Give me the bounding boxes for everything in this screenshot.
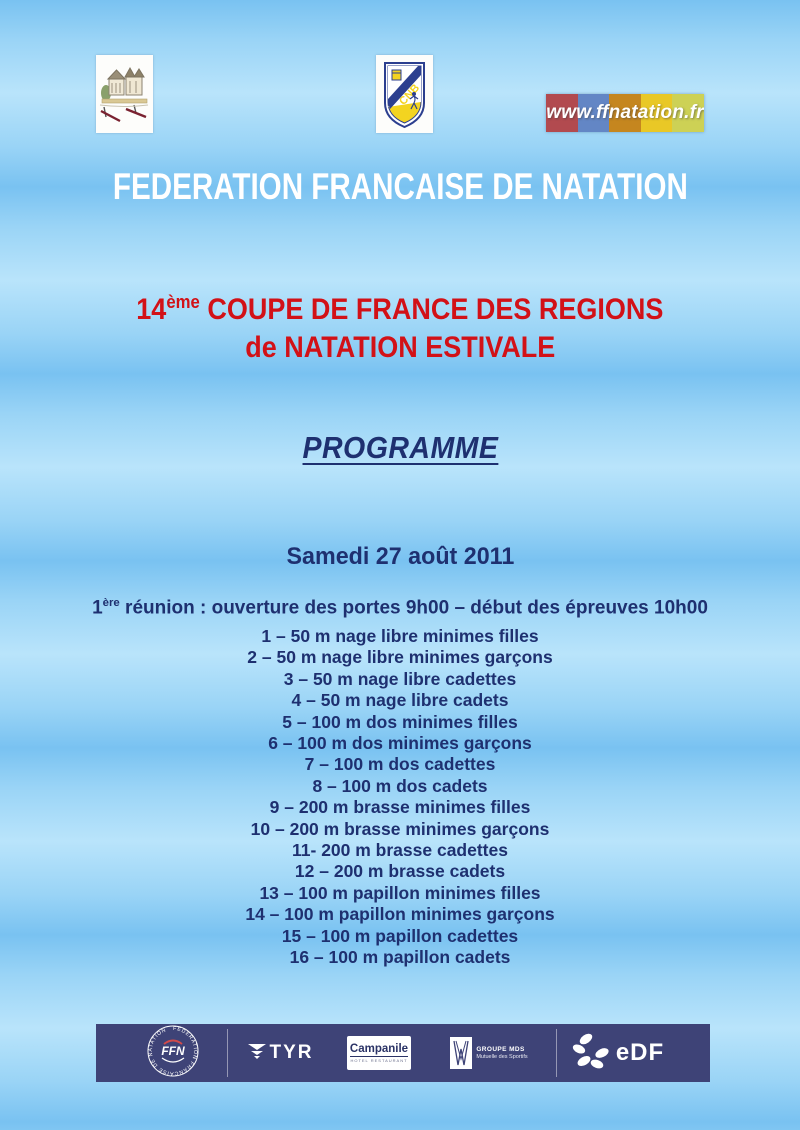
event-item: 5 – 100 m dos minimes filles	[282, 711, 518, 732]
ffn-seal-icon: FEDERATION FRANCAISE DE NATATION FFN	[146, 1024, 200, 1083]
groupe-mds-logo: GROUPE MDS Mutuelle des Sportifs	[448, 1024, 530, 1082]
event-item: 9 – 200 m brasse minimes filles	[269, 797, 531, 818]
cnb-club-logo: CNB	[376, 55, 433, 133]
event-item: 3 – 50 m nage libre cadettes	[283, 668, 517, 689]
competition-title-line1: 14ème COUPE DE FRANCE DES REGIONS	[136, 291, 664, 326]
event-item: 4 – 50 m nage libre cadets	[291, 690, 509, 711]
edf-wordmark: eDF	[615, 1039, 665, 1066]
tyr-logo: TYR	[244, 1024, 316, 1082]
programme-heading: PROGRAMME	[302, 430, 498, 465]
competition-title-line2: de NATATION ESTIVALE	[244, 331, 555, 364]
website-url: www.ffnatation.fr	[546, 102, 704, 123]
badge-stripe-yellow	[640, 94, 673, 132]
event-item: 2 – 50 m nage libre minimes garçons	[247, 647, 553, 668]
event-item: 8 – 100 m dos cadets	[312, 775, 488, 796]
event-item: 16 – 100 m papillon cadets	[289, 947, 511, 968]
ffn-seal-logo: FEDERATION FRANCAISE DE NATATION FFN	[143, 1024, 203, 1082]
campanile-logo: Campanile HOTEL RESTAURANT	[346, 1024, 412, 1082]
reunion-info: 1ère réunion : ouverture des portes 9h00…	[92, 597, 708, 619]
cnb-crest-icon: CNB	[376, 55, 433, 137]
event-list: 1 – 50 m nage libre minimes filles 2 – 5…	[0, 626, 800, 969]
session-date: Samedi 27 août 2011	[286, 543, 514, 570]
chateau-drawing-icon	[96, 55, 153, 137]
ffn-seal-center-text: FFN	[161, 1044, 185, 1058]
campanile-subtitle: HOTEL RESTAURANT	[350, 1058, 408, 1063]
event-item: 10 – 200 m brasse minimes garçons	[250, 818, 550, 839]
event-item: 15 – 100 m papillon cadettes	[281, 925, 519, 946]
badge-stripe-red	[546, 94, 578, 132]
event-item: 14 – 100 m papillon minimes garçons	[245, 904, 555, 925]
event-item: 12 – 200 m brasse cadets	[294, 861, 506, 882]
event-item: 6 – 100 m dos minimes garçons	[268, 733, 532, 754]
edf-logo: eDF	[568, 1024, 668, 1082]
tyr-wing-icon	[247, 1042, 267, 1065]
mds-monogram-icon	[450, 1037, 473, 1069]
campanile-wordmark: Campanile	[349, 1043, 409, 1057]
footer-divider	[556, 1029, 557, 1077]
sponsor-footer-bar: FEDERATION FRANCAISE DE NATATION FFN TYR	[96, 1024, 710, 1082]
badge-stripe-blue	[577, 94, 610, 132]
chateau-logo	[96, 55, 153, 133]
badge-stripe-orange	[609, 94, 641, 132]
competition-title: 14ème COUPE DE FRANCE DES REGIONS de NAT…	[0, 283, 800, 367]
event-item: 11- 200 m brasse cadettes	[292, 840, 508, 861]
event-item: 13 – 100 m papillon minimes filles	[259, 882, 541, 903]
ffnatation-website-badge[interactable]: www.ffnatation.fr	[546, 94, 704, 132]
event-item: 7 – 100 m dos cadettes	[304, 754, 496, 775]
edf-flower-icon	[572, 1031, 612, 1076]
footer-divider	[227, 1029, 228, 1077]
tyr-wordmark: TYR	[269, 1042, 314, 1063]
event-item: 1 – 50 m nage libre minimes filles	[261, 626, 539, 646]
mds-subtitle: Mutuelle des Sportifs	[476, 1054, 528, 1060]
mds-wordmark: GROUPE MDS	[476, 1046, 525, 1053]
badge-stripe-green	[672, 94, 704, 132]
campanile-box: Campanile HOTEL RESTAURANT	[347, 1036, 411, 1070]
federation-title: FEDERATION FRANCAISE DE NATATION	[112, 166, 688, 207]
